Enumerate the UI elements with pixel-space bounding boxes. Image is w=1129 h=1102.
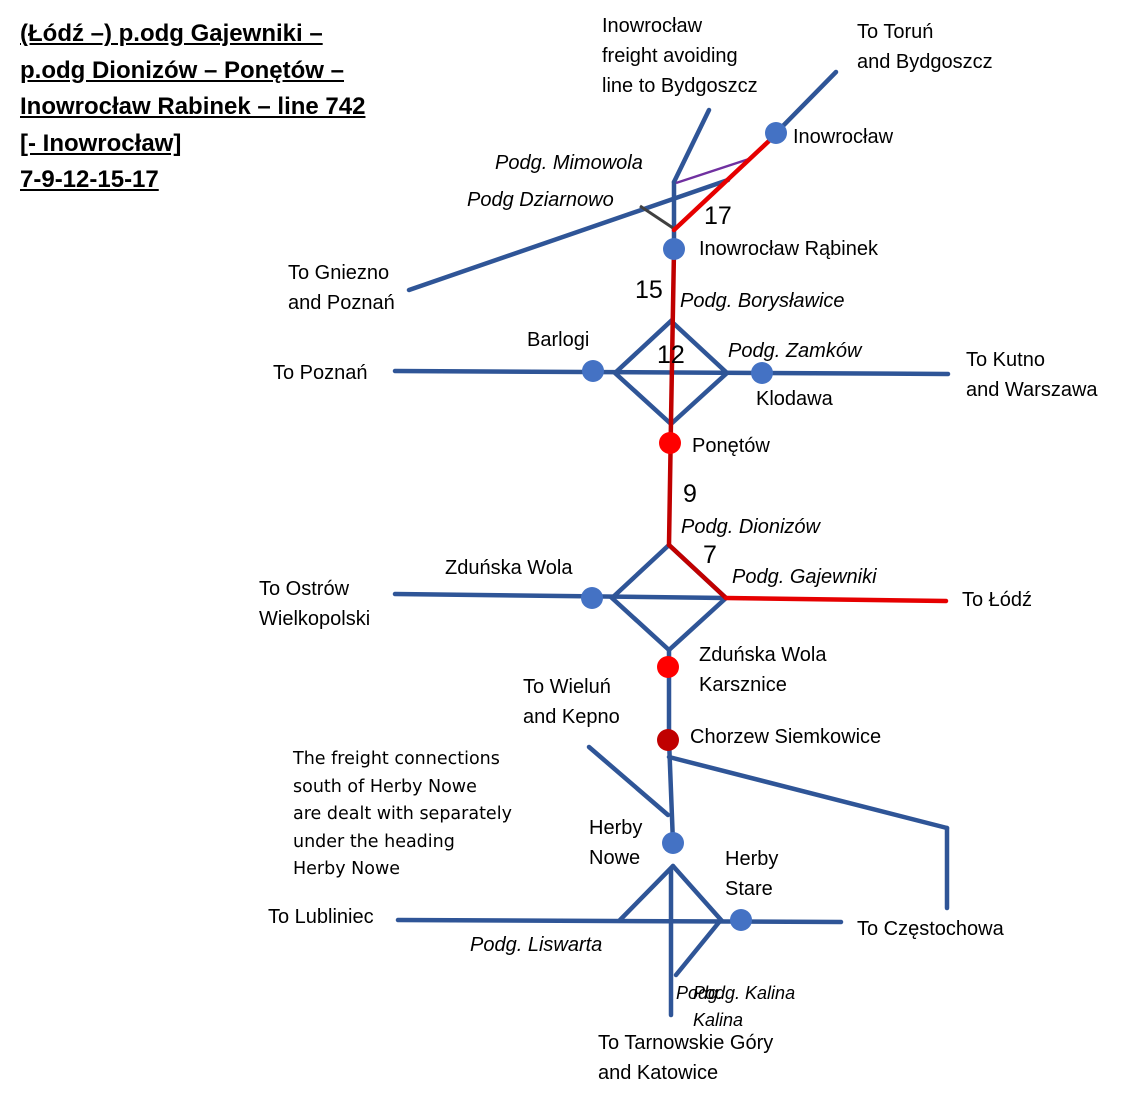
- label-freight-avoiding-1: Inowrocław: [602, 15, 703, 37]
- label-freight-avoiding-3: line to Bydgoszcz: [602, 75, 758, 97]
- label-podg-borystawice: Podg. Borysławice: [680, 290, 845, 312]
- label-to-lodz: To Łódź: [962, 589, 1032, 611]
- note-line-2: south of Herby Nowe: [293, 777, 477, 797]
- label-to-czestochowa: To Częstochowa: [857, 918, 1005, 940]
- label-to-kutno-1: To Kutno: [966, 349, 1045, 371]
- label-freight-avoiding-2: freight avoiding: [602, 45, 738, 67]
- label-number-15: 15: [635, 276, 663, 304]
- station-ponetow: [659, 432, 681, 454]
- label-ponetow: Ponętów: [692, 435, 770, 457]
- label-podg-liswarta: Podg. Liswarta: [470, 934, 602, 956]
- route-gajewniki-lodz: [723, 595, 949, 604]
- station-zdunska-wola-karsznice: [657, 656, 679, 678]
- line-to-gniezno: [406, 177, 731, 293]
- stations: [581, 122, 787, 931]
- title-line-3: Inowrocław Rabinek – line 742: [20, 93, 366, 120]
- label-number-9: 9: [683, 480, 697, 508]
- station-herby-nowe: [662, 832, 684, 854]
- note-line-1: The freight connections: [292, 749, 500, 769]
- station-inowroclaw-rabinek: [663, 238, 685, 260]
- line-to-ostrow: [392, 591, 729, 601]
- connection-dziarnowo: [639, 204, 674, 230]
- note-line-5: Herby Nowe: [293, 859, 400, 879]
- line-herby-stare: [670, 863, 725, 924]
- label-herby-nowe-2: Nowe: [589, 847, 640, 869]
- label-barlogi: Barlogi: [527, 329, 589, 351]
- label-to-poznan: To Poznań: [273, 362, 368, 384]
- route-rabinek-ponetow: [668, 247, 677, 424]
- label-chorzew-siemkowice: Chorzew Siemkowice: [690, 726, 881, 748]
- line-freight-avoiding-north: [671, 107, 712, 185]
- title-line-5: 7-9-12-15-17: [20, 166, 159, 193]
- label-to-ostrow-1: To Ostrów: [259, 578, 350, 600]
- label-to-tarnowskie-2: and Katowice: [598, 1062, 718, 1084]
- station-klodawa: [751, 362, 773, 384]
- label-kalina-a: Podg.: [676, 983, 723, 1003]
- route-line-742: [666, 137, 949, 604]
- label-to-gniezno-2: and Poznań: [288, 292, 395, 314]
- label-number-17: 17: [704, 202, 732, 230]
- label-to-kutno-2: and Warszawa: [966, 379, 1098, 401]
- label-klodawa: Klodawa: [756, 388, 834, 410]
- label-podg-dziarnowo: Podg Dziarnowo: [467, 189, 614, 211]
- line-to-wielun: [586, 744, 671, 818]
- label-kalina-c: Podg. Kalina: [693, 983, 795, 1003]
- label-to-torun-1: To Toruń: [857, 21, 933, 43]
- label-karsznice-1: Zduńska Wola: [699, 644, 827, 666]
- line-kalina: [673, 918, 723, 978]
- label-to-lubliniec: To Lubliniec: [268, 906, 374, 928]
- label-podg-gajewniki: Podg. Gajewniki: [732, 566, 877, 588]
- label-to-wielun-1: To Wieluń: [523, 676, 611, 698]
- label-to-tarnowskie-1: To Tarnowskie Góry: [598, 1032, 773, 1054]
- label-herby-stare-1: Herby: [725, 848, 778, 870]
- label-to-wielun-2: and Kepno: [523, 706, 620, 728]
- label-number-12: 12: [657, 341, 685, 369]
- station-barlogi: [582, 360, 604, 382]
- label-herby-nowe-1: Herby: [589, 817, 642, 839]
- label-kalina-d: Kalina: [693, 1010, 743, 1030]
- title-line-4: [- Inowrocław]: [20, 129, 182, 157]
- station-inowroclaw: [765, 122, 787, 144]
- line-to-czestochowa-freight: [666, 754, 950, 831]
- label-to-ostrow-2: Wielkopolski: [259, 608, 370, 630]
- station-herby-stare: [730, 909, 752, 931]
- label-number-7: 7: [703, 541, 717, 569]
- title-line-1: (Łódź –) p.odg Gajewniki –: [20, 20, 323, 47]
- label-to-torun-2: and Bydgoszcz: [857, 51, 993, 73]
- route-dionizow-gajewniki: [666, 542, 729, 601]
- line-herby-liswarta: [617, 863, 676, 923]
- title-line-2: p.odg Dionizów – Ponętów –: [20, 56, 344, 84]
- label-karsznice-2: Karsznice: [699, 674, 787, 696]
- label-inowroclaw-rabinek: Inowrocław Rąbinek: [699, 238, 879, 260]
- label-zdunska-wola: Zduńska Wola: [445, 557, 573, 579]
- note-line-4: under the heading: [293, 832, 455, 852]
- label-herby-stare-2: Stare: [725, 878, 773, 900]
- note-line-3: are dealt with separately: [293, 804, 512, 824]
- connection-mimowola: [675, 156, 753, 185]
- line-to-torun: [773, 69, 839, 136]
- label-podg-mimowola: Podg. Mimowola: [495, 152, 643, 174]
- diagram-title: (Łódź –) p.odg Gajewniki – p.odg Dionizó…: [20, 16, 365, 199]
- network-lines: [392, 69, 951, 1018]
- label-podg-dionizow: Podg. Dionizów: [681, 516, 822, 538]
- station-zdunska-wola: [581, 587, 603, 609]
- label-inowroclaw: Inowrocław: [793, 126, 894, 148]
- labels: Inowrocław freight avoiding line to Bydg…: [259, 15, 1098, 1084]
- label-podg-zamkow: Podg. Zamków: [728, 340, 863, 362]
- label-to-gniezno-1: To Gniezno: [288, 262, 389, 284]
- station-chorzew-siemkowice: [657, 729, 679, 751]
- route-inowroclaw-rabinek: [671, 137, 773, 233]
